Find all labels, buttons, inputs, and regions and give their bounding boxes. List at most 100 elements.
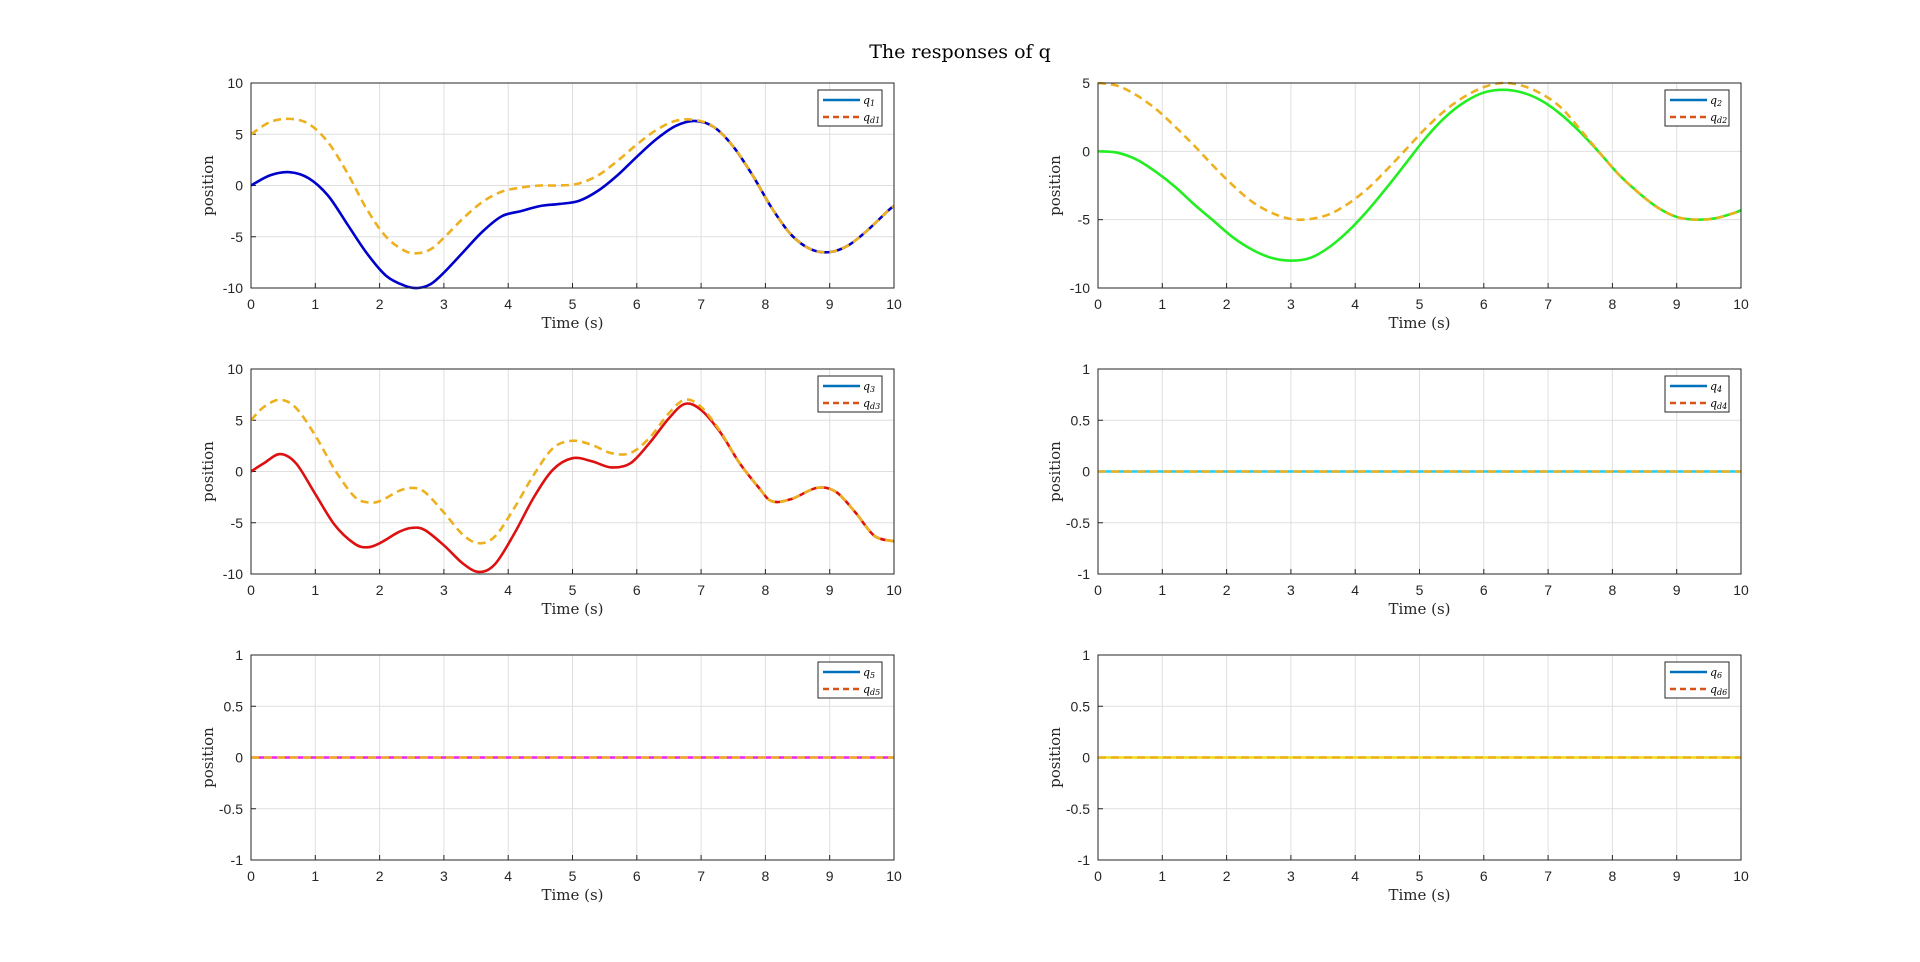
x-tick-label: 5 [569, 868, 577, 884]
x-tick-label: 0 [247, 296, 255, 312]
x-tick-label: 1 [1158, 582, 1166, 598]
legend-box [817, 661, 883, 699]
subplot-6: 0 1 2 3 4 5 6 7 8 9 10 -1 -0.5 0 0.5 1 Time (s) position q… [1046, 647, 1749, 904]
x-tick-label: 6 [1480, 296, 1488, 312]
axes-frame [1097, 654, 1742, 861]
x-axis-label: Time (s) [1388, 314, 1450, 332]
axes-frame [1097, 82, 1742, 289]
x-tick-label: 6 [1480, 868, 1488, 884]
subplot-4: 0 1 2 3 4 5 6 7 8 9 10 -1 -0.5 0 0.5 1 Time (s) position q… [1046, 361, 1749, 618]
y-tick-label: 10 [227, 361, 243, 377]
y-tick-label: -1 [231, 852, 244, 868]
x-tick-label: 3 [1287, 296, 1295, 312]
series-line-qd2 [1098, 81, 1741, 222]
y-tick-label: 0 [235, 178, 243, 194]
x-tick-label: 2 [376, 868, 384, 884]
y-axis-label: position [1046, 155, 1064, 216]
y-axis-label: position [199, 155, 217, 216]
subplot-5: 0 1 2 3 4 5 6 7 8 9 10 -1 -0.5 0 0.5 1 Time (s) position q… [199, 647, 902, 904]
x-tick-label: 9 [826, 296, 834, 312]
x-tick-label: 8 [762, 296, 770, 312]
x-tick-label: 0 [247, 868, 255, 884]
y-axis-label: position [199, 441, 217, 502]
x-tick-label: 10 [886, 582, 902, 598]
axes-frame [250, 368, 895, 575]
x-axis-label: Time (s) [1388, 886, 1450, 904]
x-tick-label: 9 [1673, 582, 1681, 598]
y-tick-label: 0 [235, 464, 243, 480]
x-tick-label: 6 [1480, 582, 1488, 598]
x-tick-label: 5 [569, 582, 577, 598]
x-tick-label: 4 [504, 868, 512, 884]
x-tick-label: 7 [1544, 296, 1552, 312]
x-tick-label: 2 [1223, 296, 1231, 312]
x-tick-label: 10 [1733, 582, 1749, 598]
legend-box [1664, 661, 1730, 699]
x-tick-label: 3 [440, 868, 448, 884]
x-tick-label: 10 [886, 868, 902, 884]
x-tick-label: 8 [762, 868, 770, 884]
x-axis-label: Time (s) [541, 600, 603, 618]
x-tick-label: 10 [886, 296, 902, 312]
y-tick-label: -0.5 [1066, 515, 1090, 531]
y-tick-label: 1 [1082, 361, 1090, 377]
x-axis-label: Time (s) [1388, 600, 1450, 618]
x-tick-label: 7 [1544, 868, 1552, 884]
y-tick-label: -5 [1078, 212, 1091, 228]
y-tick-label: -5 [231, 229, 244, 245]
y-tick-label: 0 [1082, 750, 1090, 766]
y-tick-label: 5 [235, 126, 243, 142]
x-tick-label: 1 [1158, 296, 1166, 312]
y-tick-label: 1 [235, 647, 243, 663]
x-tick-label: 9 [1673, 296, 1681, 312]
figure-title: The responses of q [869, 41, 1051, 63]
y-tick-label: 5 [1082, 75, 1090, 91]
x-tick-label: 9 [1673, 868, 1681, 884]
y-tick-label: 5 [235, 412, 243, 428]
y-tick-label: 10 [227, 75, 243, 91]
x-tick-label: 2 [1223, 868, 1231, 884]
x-tick-label: 5 [1416, 582, 1424, 598]
legend-box [1664, 375, 1730, 413]
x-tick-label: 0 [1094, 296, 1102, 312]
y-tick-label: -10 [223, 566, 243, 582]
series-line-q1 [251, 119, 894, 290]
axes-frame [1097, 368, 1742, 575]
x-tick-label: 8 [1609, 868, 1617, 884]
x-tick-label: 6 [633, 582, 641, 598]
x-tick-label: 7 [697, 582, 705, 598]
y-tick-label: -0.5 [219, 801, 243, 817]
legend-box [817, 375, 883, 413]
x-tick-label: 5 [1416, 296, 1424, 312]
x-tick-label: 8 [762, 582, 770, 598]
y-axis-label: position [1046, 441, 1064, 502]
y-tick-label: 1 [1082, 647, 1090, 663]
x-tick-label: 4 [504, 296, 512, 312]
x-tick-label: 0 [1094, 582, 1102, 598]
x-tick-label: 4 [1351, 868, 1359, 884]
y-tick-label: 0.5 [1071, 698, 1091, 714]
subplot-3: 0 1 2 3 4 5 6 7 8 9 10 -10 -5 0 5 10 Time (s) position q3q… [199, 361, 902, 618]
x-axis-label: Time (s) [541, 314, 603, 332]
axes-frame [250, 82, 895, 289]
x-tick-label: 5 [1416, 868, 1424, 884]
x-tick-label: 1 [311, 296, 319, 312]
x-tick-label: 10 [1733, 296, 1749, 312]
axes-frame [250, 654, 895, 861]
legend-box [1664, 89, 1730, 127]
subplot-1: 0 1 2 3 4 5 6 7 8 9 10 -10 -5 0 5 10 Time (s) position q1q… [199, 75, 902, 332]
x-tick-label: 10 [1733, 868, 1749, 884]
y-tick-label: -1 [1078, 852, 1091, 868]
series-line-qd1 [251, 117, 894, 255]
x-tick-label: 3 [1287, 868, 1295, 884]
x-tick-label: 4 [504, 582, 512, 598]
y-axis-label: position [1046, 727, 1064, 788]
x-tick-label: 7 [1544, 582, 1552, 598]
x-tick-label: 3 [440, 296, 448, 312]
